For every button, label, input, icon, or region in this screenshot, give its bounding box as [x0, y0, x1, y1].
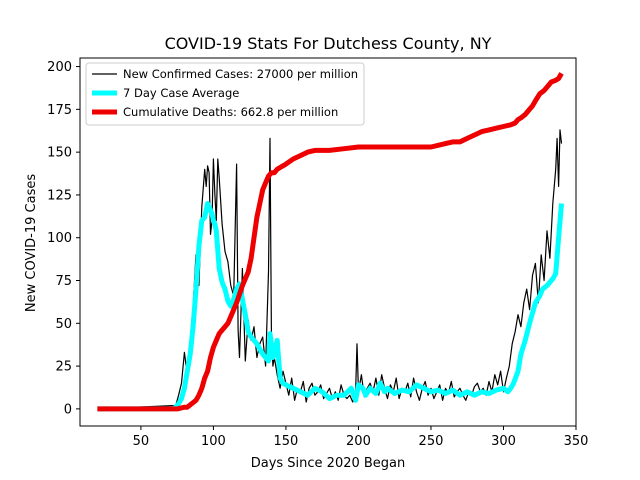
y-tick-label: 50	[55, 317, 72, 332]
legend-box	[85, 62, 365, 126]
series-layer	[97, 72, 564, 412]
y-tick-label: 25	[55, 360, 72, 375]
plot-frame	[79, 57, 577, 427]
x-tick-label: 250	[419, 434, 444, 449]
y-tick-label: 75	[55, 274, 72, 289]
y-tick-label: 150	[47, 146, 72, 161]
x-axis-label: Days Since 2020 Began	[251, 456, 406, 471]
series-7day-average-line	[97, 201, 564, 412]
y-tick-label: 125	[47, 188, 72, 203]
series-new-cases-line	[97, 129, 563, 410]
chart-title: COVID-19 Stats For Dutchess County, NY	[165, 34, 492, 53]
y-tick-label: 100	[47, 231, 72, 246]
y-tick-label: 200	[47, 60, 72, 75]
x-tick-label: 300	[491, 434, 516, 449]
legend-label: New Confirmed Cases: 27000 per million	[123, 67, 358, 81]
legend: New Confirmed Cases: 27000 per million 7 …	[85, 62, 365, 126]
x-tick-label: 100	[201, 434, 226, 449]
axes-layer: 50 100 150 200 250 300 350 0 25 50 75 100 125 150 175 2…	[47, 60, 588, 449]
legend-label: Cumulative Deaths: 662.8 per million	[123, 105, 338, 119]
y-tick-label: 0	[64, 402, 72, 417]
y-axis-label: New COVID-19 Cases	[24, 174, 39, 312]
series-cumulative-deaths-line	[97, 72, 564, 412]
y-tick-label: 175	[47, 103, 72, 118]
x-tick-label: 150	[274, 434, 299, 449]
x-tick-label: 350	[564, 434, 589, 449]
x-tick-label: 50	[133, 434, 150, 449]
x-tick-label: 200	[346, 434, 371, 449]
legend-label: 7 Day Case Average	[123, 86, 239, 100]
